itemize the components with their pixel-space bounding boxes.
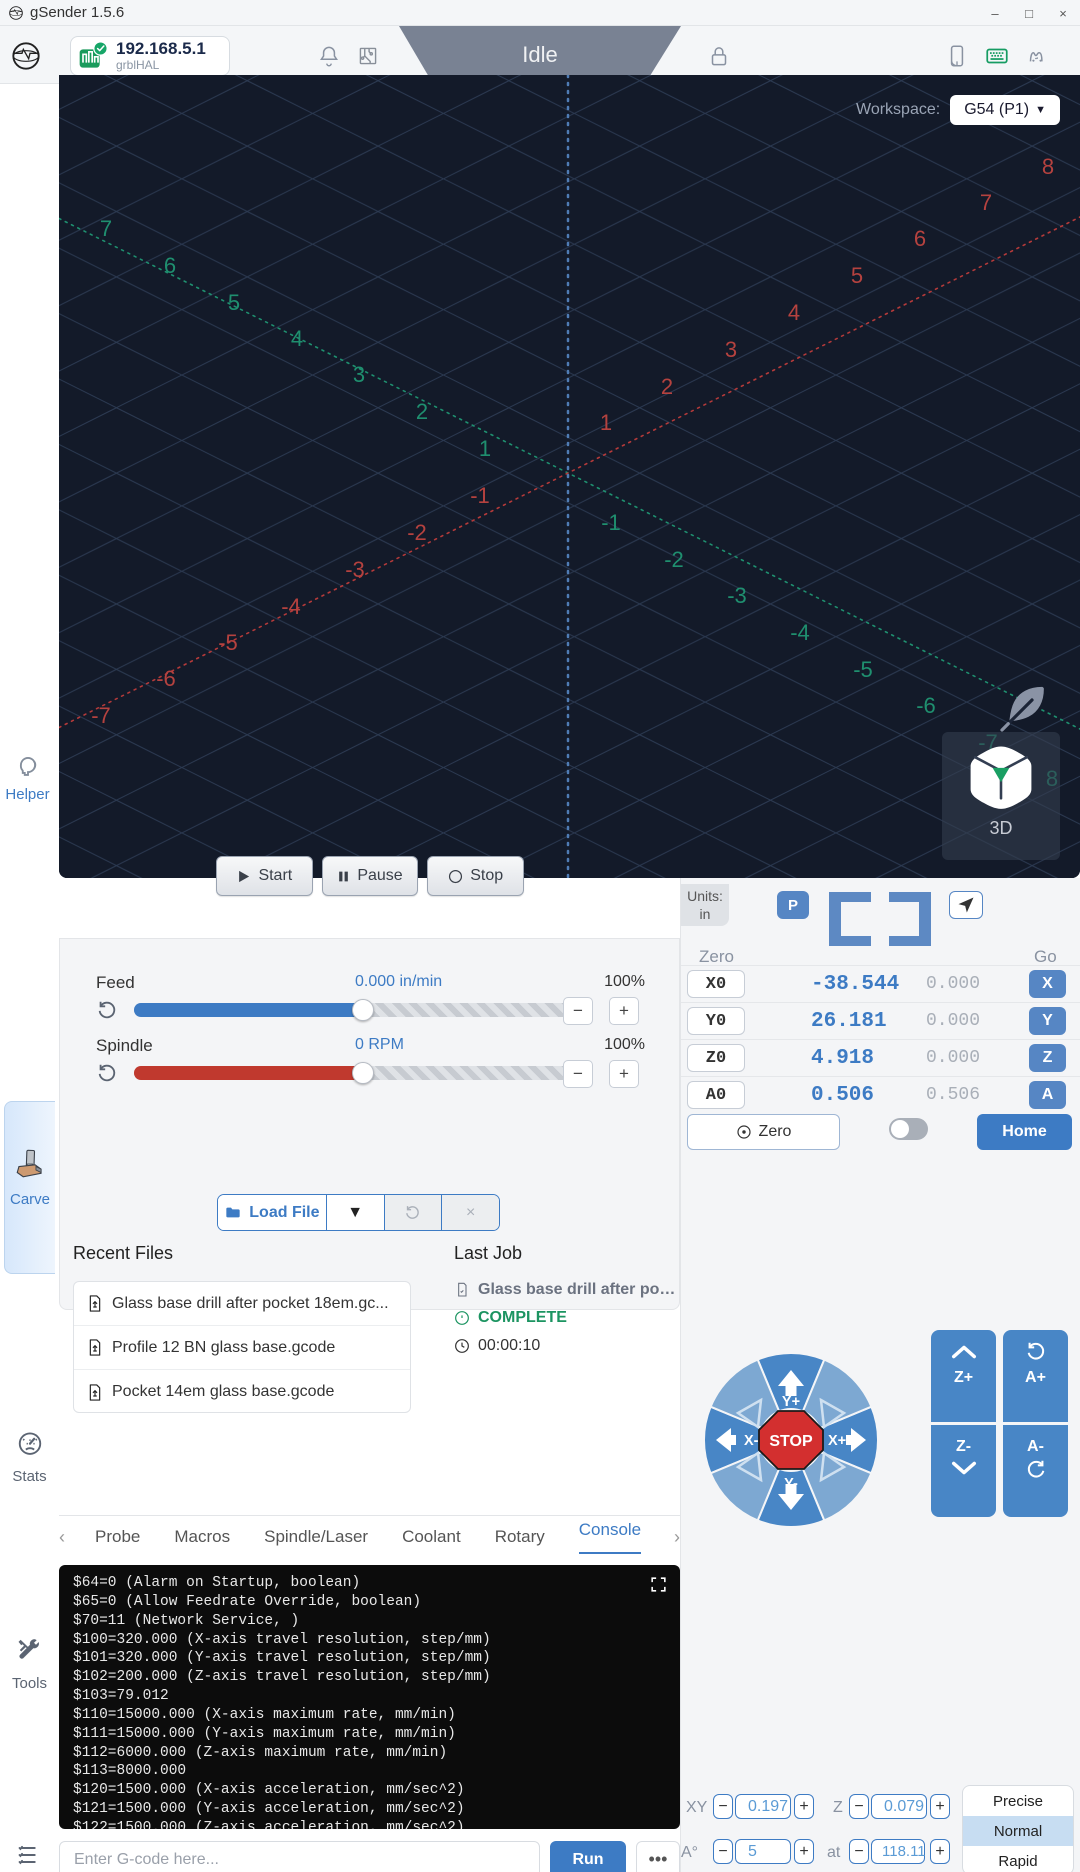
svg-text:X+: X+ bbox=[828, 1433, 846, 1449]
svg-text:Y+: Y+ bbox=[782, 1394, 800, 1410]
svg-text:Y-: Y- bbox=[784, 1476, 798, 1492]
svg-text:X-: X- bbox=[744, 1433, 759, 1449]
svg-text:STOP: STOP bbox=[769, 1433, 813, 1450]
